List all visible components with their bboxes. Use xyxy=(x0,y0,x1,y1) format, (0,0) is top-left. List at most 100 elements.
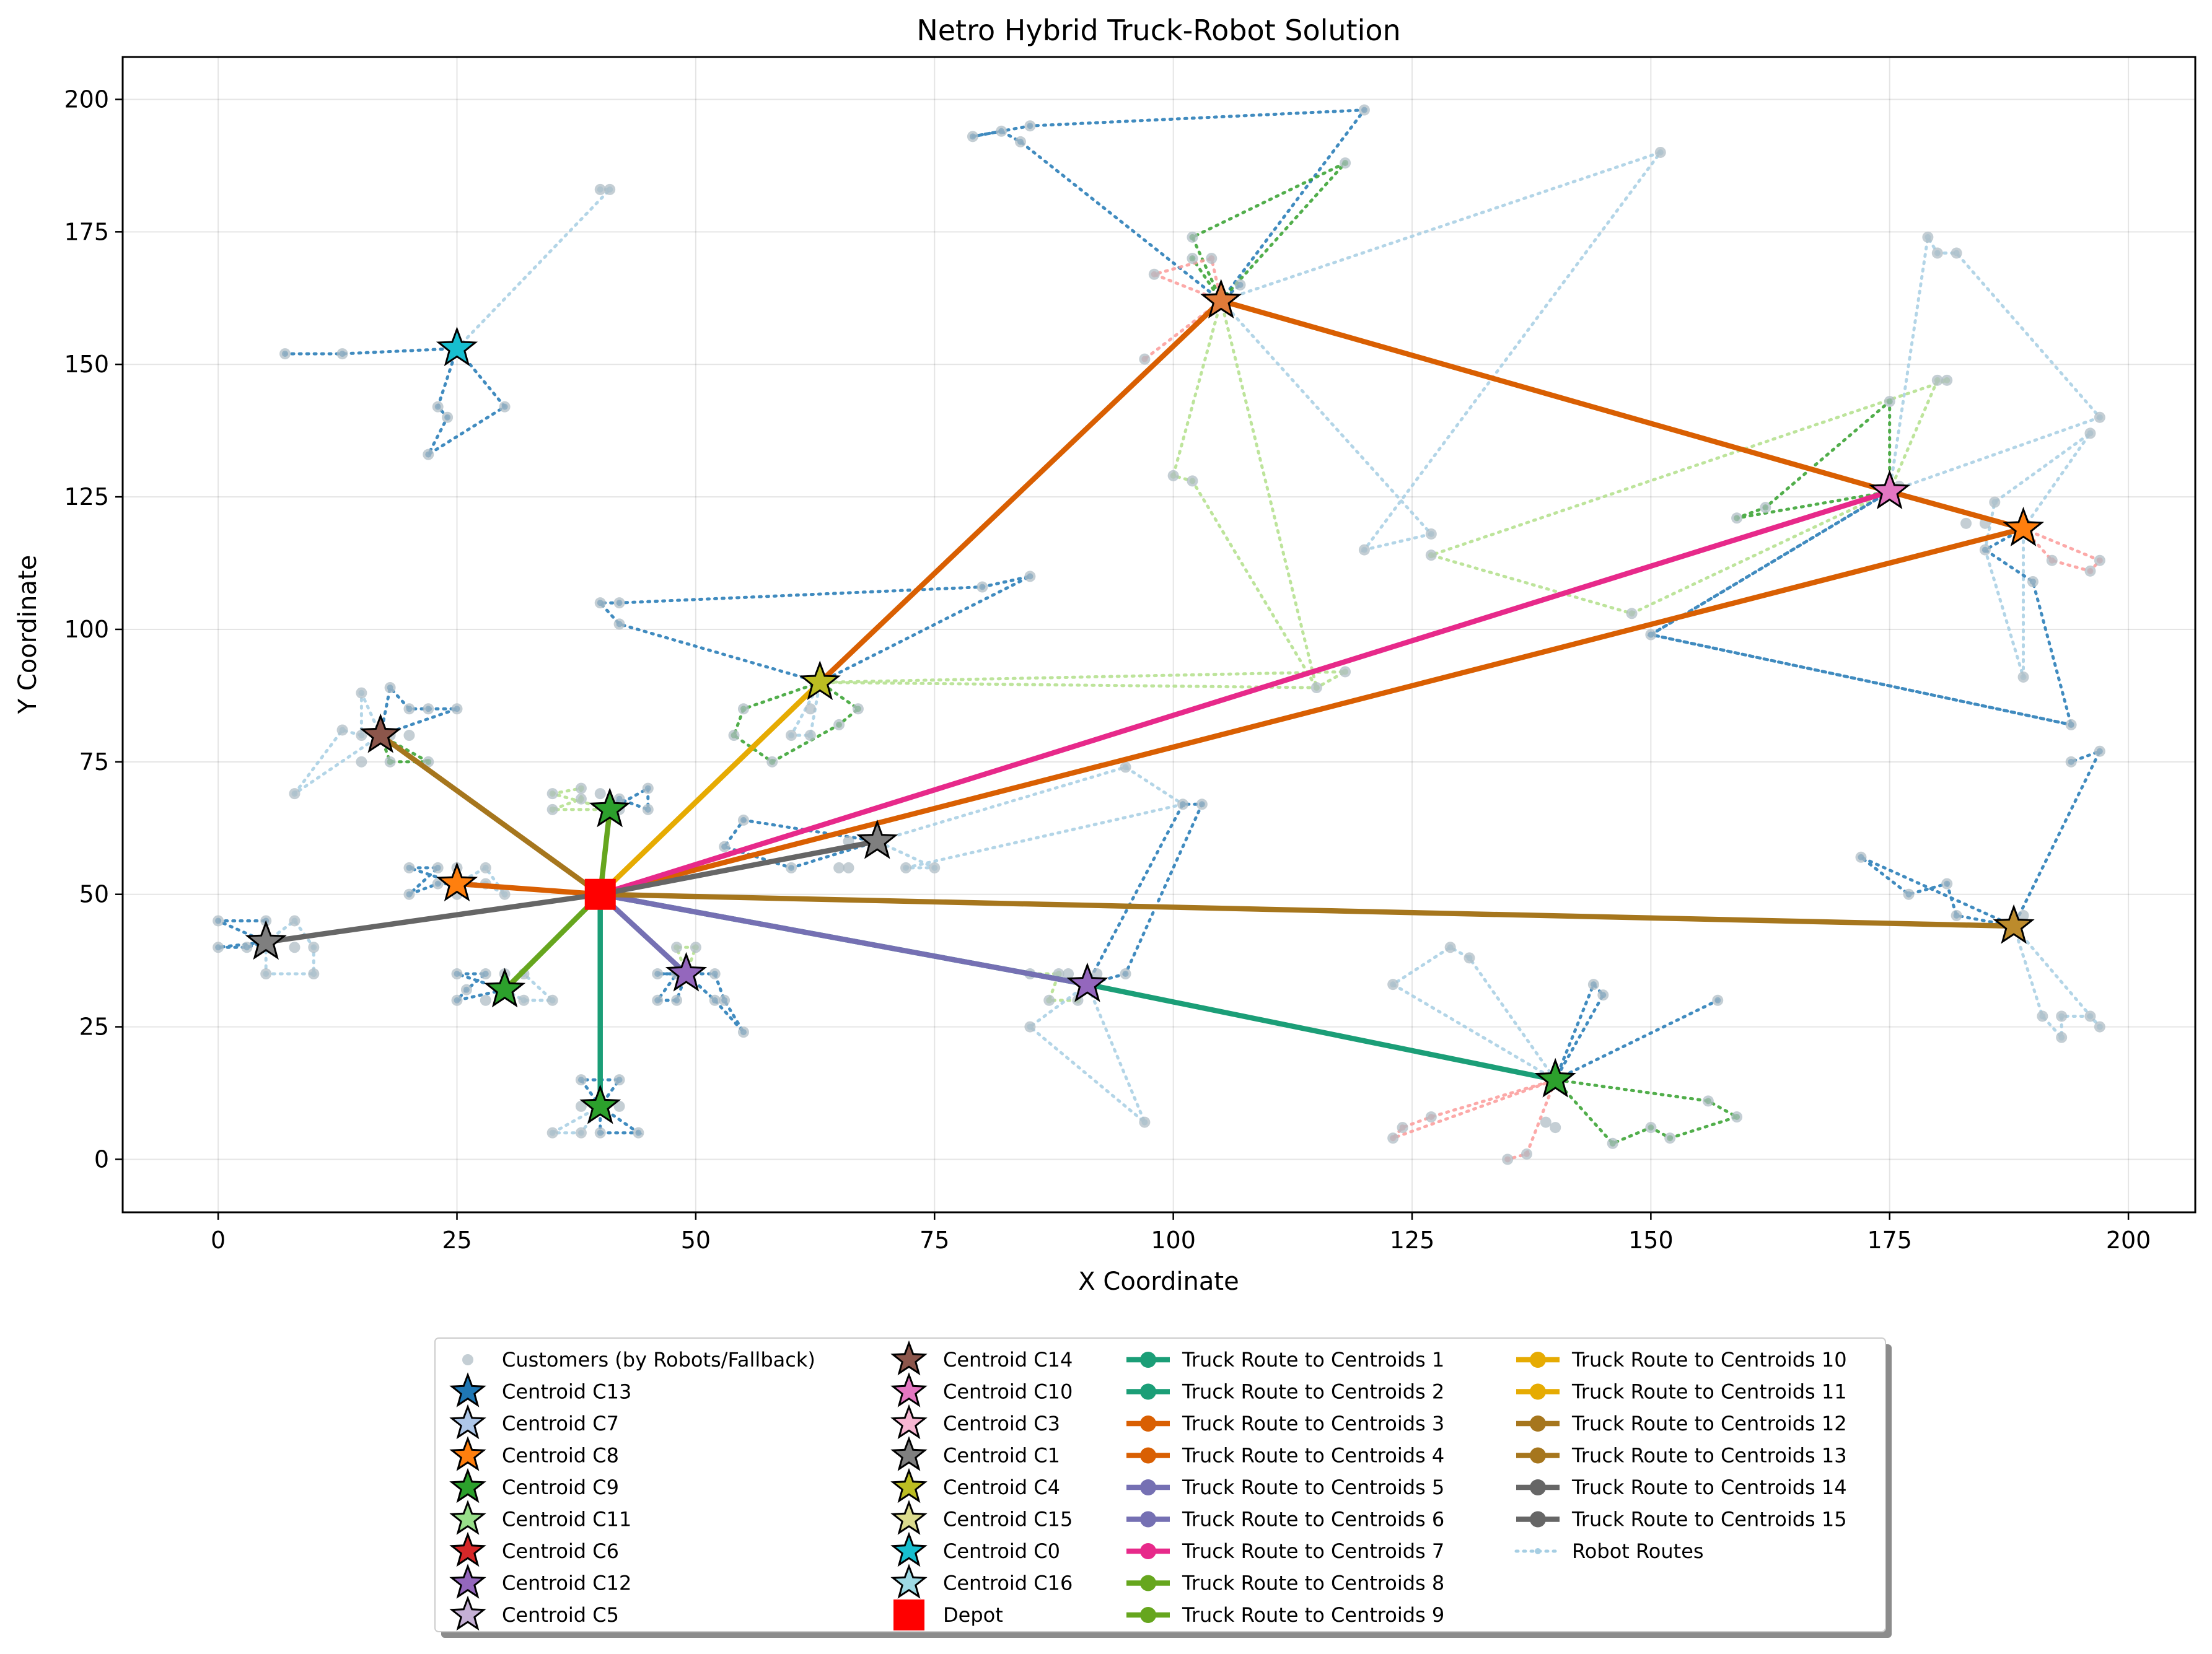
legend-label: Centroid C11 xyxy=(502,1508,631,1531)
customer-point xyxy=(480,968,491,980)
truck-route xyxy=(597,838,880,897)
customer-point xyxy=(709,968,721,980)
legend-centroid-swatch xyxy=(890,1468,928,1503)
customer-point xyxy=(1922,231,1934,243)
legend-truck-marker xyxy=(1140,1416,1156,1432)
customer-point xyxy=(546,788,558,800)
customer-point xyxy=(652,968,664,980)
legend-label: Truck Route to Centroids 1 xyxy=(1182,1348,1444,1372)
customer-point xyxy=(719,841,731,852)
robot-route xyxy=(455,188,614,350)
centroid-marker xyxy=(1534,1057,1576,1098)
customer-point xyxy=(1607,1137,1618,1149)
y-tick-label: 100 xyxy=(64,616,109,643)
customer-point xyxy=(737,703,749,715)
customer-point xyxy=(308,968,320,980)
legend-truck-marker xyxy=(1140,1575,1156,1591)
customer-point xyxy=(1951,247,1962,259)
customer-point xyxy=(1358,104,1370,116)
legend-centroid-swatch xyxy=(890,1372,928,1407)
customer-point xyxy=(1731,512,1743,524)
customer-point xyxy=(2017,671,2029,683)
centroid-marker xyxy=(359,713,402,753)
legend-centroid-swatch xyxy=(449,1531,486,1567)
customer-point xyxy=(1960,517,1972,529)
customer-point xyxy=(1654,146,1666,158)
legend-robot-marker xyxy=(1535,1548,1541,1554)
customer-point xyxy=(1397,1122,1408,1134)
customer-point xyxy=(432,878,444,890)
legend-label: Truck Route to Centroids 8 xyxy=(1182,1572,1444,1595)
customer-point xyxy=(1024,1021,1036,1033)
customer-point xyxy=(1234,279,1246,291)
customer-point xyxy=(604,183,616,195)
y-tick-label: 150 xyxy=(64,351,109,378)
robot-route xyxy=(379,733,434,764)
customer-point xyxy=(728,730,740,742)
robot-route xyxy=(1553,1078,1741,1145)
customer-point xyxy=(1989,496,2001,508)
customer-point xyxy=(1444,942,1456,953)
customer-point xyxy=(1712,994,1724,1006)
customer-point xyxy=(1139,1116,1151,1128)
customer-point xyxy=(2027,575,2039,587)
customer-point xyxy=(1120,968,1131,980)
robot-route xyxy=(608,785,650,812)
customer-point xyxy=(804,703,816,715)
x-axis-label: X Coordinate xyxy=(1078,1267,1239,1296)
centroid-marker xyxy=(2003,507,2045,546)
robot-route xyxy=(379,684,458,737)
customer-point xyxy=(1358,544,1370,556)
legend-truck-marker xyxy=(1530,1447,1546,1464)
customer-point xyxy=(2046,554,2058,566)
customer-point xyxy=(1941,878,1953,890)
customer-point xyxy=(709,994,721,1006)
legend-label: Truck Route to Centroids 5 xyxy=(1182,1476,1444,1499)
truck-route xyxy=(454,881,603,897)
customer-point xyxy=(2084,427,2096,439)
truck-route xyxy=(597,891,1091,987)
x-tick-label: 125 xyxy=(1390,1227,1435,1254)
customer-point xyxy=(213,942,224,953)
customer-point xyxy=(480,862,491,873)
truck-route xyxy=(597,891,2017,929)
customer-point xyxy=(967,131,978,142)
robot-route xyxy=(876,765,1187,870)
legend-truck-marker xyxy=(1530,1352,1546,1368)
customer-point xyxy=(1645,629,1657,641)
legend-truck-marker xyxy=(1140,1447,1156,1464)
customer-point xyxy=(336,348,348,360)
x-tick-label: 25 xyxy=(442,1227,472,1254)
y-tick-label: 125 xyxy=(64,483,109,510)
centroid-marker xyxy=(579,1084,621,1124)
legend-label: Truck Route to Centroids 2 xyxy=(1182,1380,1444,1404)
x-tick-label: 75 xyxy=(919,1227,949,1254)
truck-route xyxy=(502,891,603,992)
customer-point xyxy=(1120,761,1131,773)
customer-point xyxy=(442,411,454,423)
truck-routes-layer xyxy=(263,298,2026,1109)
customer-point xyxy=(1626,608,1638,619)
customer-point xyxy=(356,730,367,742)
customer-point xyxy=(1063,968,1074,980)
customer-point xyxy=(852,703,864,715)
x-tick-label: 175 xyxy=(1867,1227,1912,1254)
centroid-marker xyxy=(245,920,287,960)
robot-route xyxy=(1983,432,2092,678)
customer-point xyxy=(1148,268,1160,280)
customer-point xyxy=(2037,1010,2048,1022)
customer-point xyxy=(1340,666,1351,678)
robot-route xyxy=(818,670,1346,689)
legend-label: Centroid C9 xyxy=(502,1476,619,1499)
legend-centroid-swatch xyxy=(449,1564,486,1599)
legend-truck-marker xyxy=(1530,1511,1546,1528)
legend-label: Robot Routes xyxy=(1572,1539,1704,1563)
legend-centroid-swatch xyxy=(890,1340,928,1376)
legend-label: Truck Route to Centroids 6 xyxy=(1182,1508,1444,1531)
customer-point xyxy=(690,942,701,953)
legend-label: Centroid C3 xyxy=(943,1412,1060,1435)
customer-point xyxy=(279,348,291,360)
customer-point xyxy=(480,994,491,1006)
depot-marker xyxy=(584,878,616,910)
